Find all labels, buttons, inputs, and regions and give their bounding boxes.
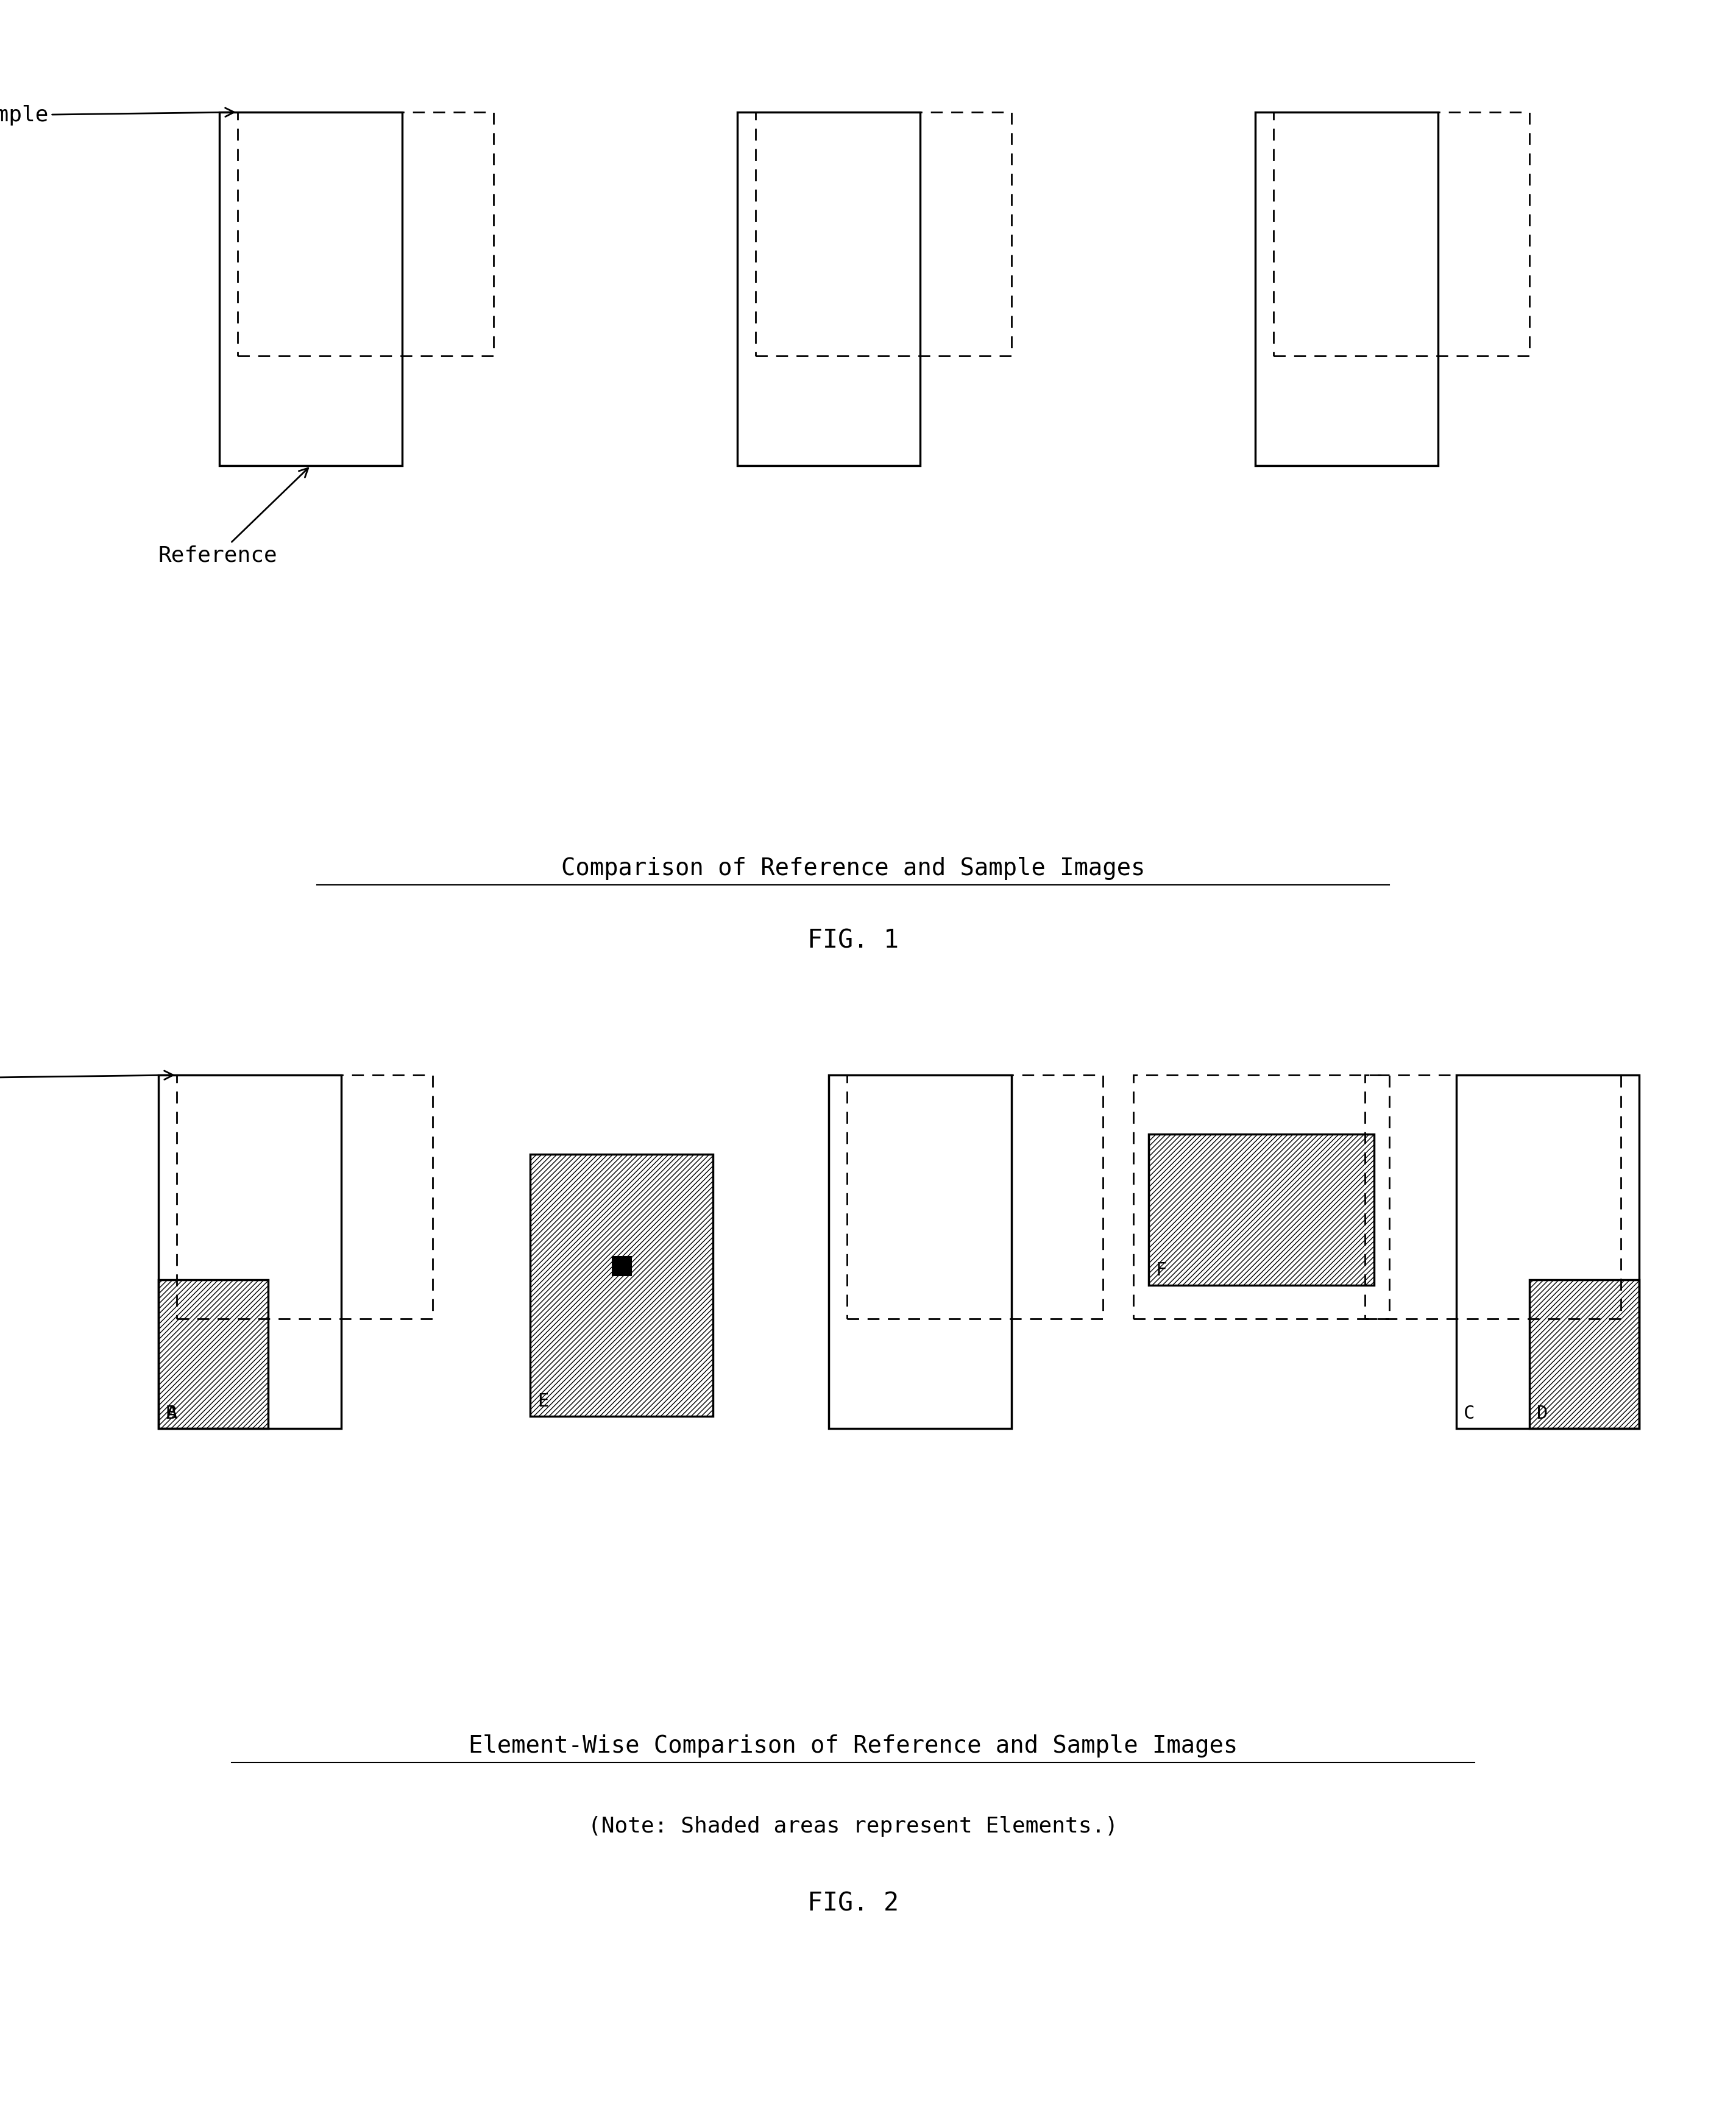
Bar [1529,1279,1639,1429]
Text: Element-Wise Comparison of Reference and Sample Images: Element-Wise Comparison of Reference and… [469,1735,1238,1758]
Bar [1149,1134,1375,1286]
Bar [1364,1074,1621,1319]
Text: FIG. 2: FIG. 2 [807,1889,899,1917]
Bar [1529,1279,1639,1429]
Text: B: B [165,1404,177,1423]
Bar [238,112,493,357]
Bar [158,1279,267,1429]
Bar [529,1155,713,1416]
Bar [158,1279,267,1429]
Bar [158,1279,267,1429]
Bar [611,1256,632,1277]
Bar [529,1155,713,1416]
Bar [158,1074,342,1429]
Bar [1255,112,1437,467]
Text: (Note: Shaded areas represent Elements.): (Note: Shaded areas represent Elements.) [589,1815,1118,1837]
Bar [529,1155,713,1416]
Bar [755,112,1012,357]
Bar [177,1074,432,1319]
Text: FIG. 1: FIG. 1 [807,927,899,954]
Text: F: F [1156,1262,1167,1279]
Text: C: C [1463,1404,1476,1423]
Bar [1149,1134,1375,1286]
Bar [847,1074,1102,1319]
Text: E: E [538,1393,549,1410]
Bar [219,112,403,467]
Bar [1149,1134,1375,1286]
Text: Comparison of Reference and Sample Images: Comparison of Reference and Sample Image… [561,857,1146,880]
Text: Reference: Reference [158,469,309,566]
Text: Sample: Sample [0,1068,174,1089]
Bar [1274,112,1529,357]
Text: D: D [1536,1404,1549,1423]
Text: A: A [165,1404,177,1423]
Bar [1529,1279,1639,1429]
Bar [1457,1074,1639,1429]
Bar [828,1074,1012,1429]
Bar [1134,1074,1389,1319]
Text: Sample: Sample [0,106,234,125]
Bar [738,112,920,467]
